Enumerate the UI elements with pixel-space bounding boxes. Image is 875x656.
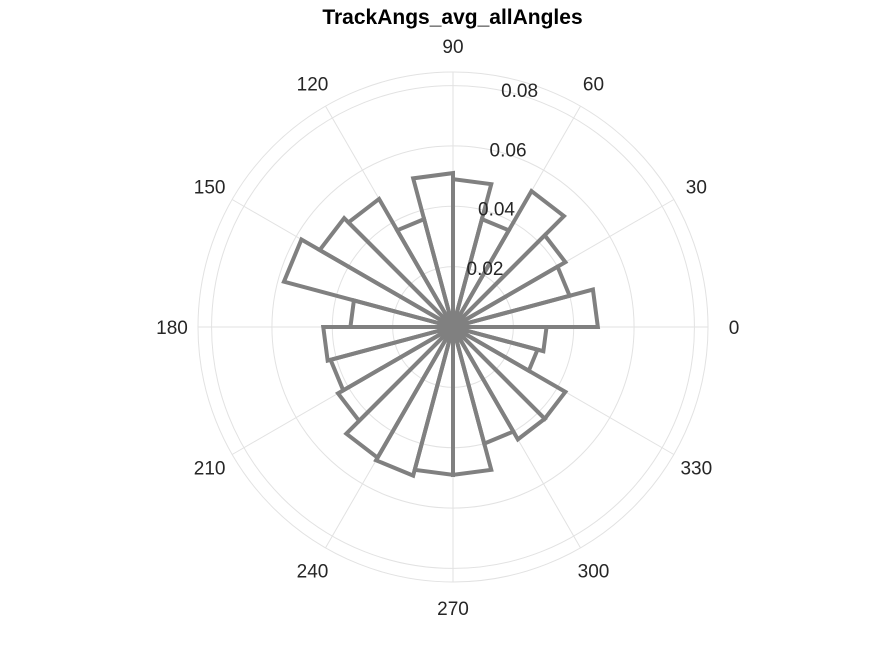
theta-tick-label-120: 120 <box>297 75 329 96</box>
histogram-bar-345 <box>452 325 549 354</box>
r-tick-label-1: 0.04 <box>478 200 515 221</box>
theta-tick-label-330: 330 <box>680 459 712 480</box>
histogram-bars <box>281 170 601 479</box>
theta-tick-label-60: 60 <box>583 75 604 96</box>
r-tick-label-0: 0.02 <box>467 259 504 280</box>
theta-tick-label-210: 210 <box>194 459 226 480</box>
histogram-bar-255 <box>412 326 455 478</box>
theta-tick-label-180: 180 <box>156 318 188 339</box>
theta-tick-label-240: 240 <box>297 561 329 582</box>
theta-tick-label-90: 90 <box>442 37 463 58</box>
axis-labels: 0 30 60 90 120 150 180 210 240 270 300 330 0.02 0.04 0… <box>156 37 739 620</box>
theta-tick-label-150: 150 <box>194 178 226 199</box>
r-tick-label-3: 0.08 <box>501 81 538 102</box>
theta-tick-label-0: 0 <box>729 318 740 339</box>
theta-tick-label-30: 30 <box>686 178 707 199</box>
theta-tick-label-300: 300 <box>578 561 610 582</box>
chart-title: TrackAngs_avg_allAngles <box>322 6 583 29</box>
theta-tick-label-270: 270 <box>437 599 469 620</box>
r-tick-label-2: 0.06 <box>490 140 527 161</box>
